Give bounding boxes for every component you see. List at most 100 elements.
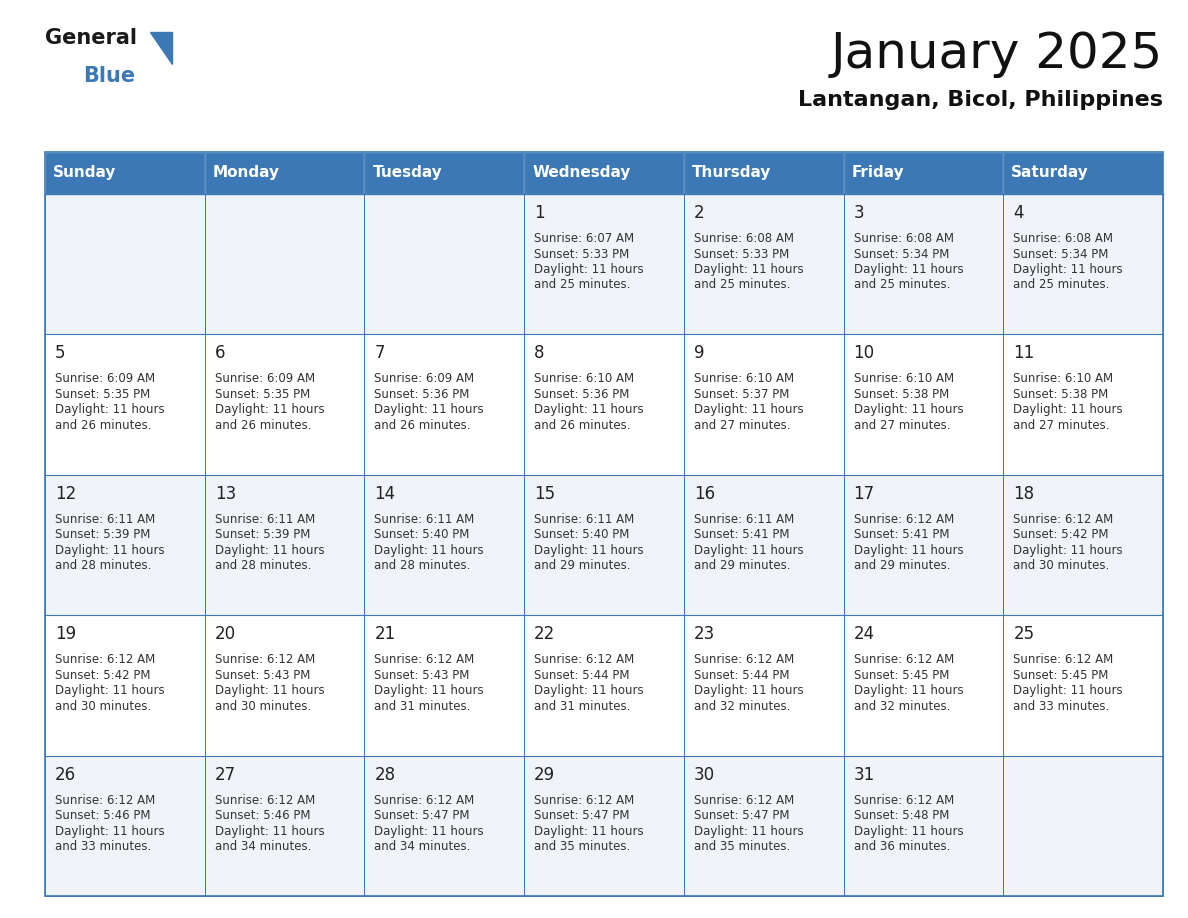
Text: Sunset: 5:33 PM: Sunset: 5:33 PM [694,248,789,261]
Bar [684,194,843,334]
Text: Sunrise: 6:11 AM: Sunrise: 6:11 AM [215,513,315,526]
Bar [524,194,684,334]
Text: Daylight: 11 hours: Daylight: 11 hours [1013,403,1123,417]
Text: Lantangan, Bicol, Philippines: Lantangan, Bicol, Philippines [798,90,1163,110]
Text: and 27 minutes.: and 27 minutes. [694,419,790,431]
Text: Sunrise: 6:12 AM: Sunrise: 6:12 AM [853,654,954,666]
Text: Daylight: 11 hours: Daylight: 11 hours [694,543,803,557]
Text: Daylight: 11 hours: Daylight: 11 hours [215,543,324,557]
Text: Sunset: 5:36 PM: Sunset: 5:36 PM [535,388,630,401]
Text: Daylight: 11 hours: Daylight: 11 hours [55,684,165,697]
Bar [1004,756,1163,896]
Bar [1004,615,1163,756]
Text: Daylight: 11 hours: Daylight: 11 hours [55,824,165,837]
Text: Sunrise: 6:11 AM: Sunrise: 6:11 AM [535,513,634,526]
Bar [524,334,684,475]
Text: 11: 11 [1013,344,1035,363]
Bar [684,152,843,194]
Text: and 29 minutes.: and 29 minutes. [853,559,950,572]
Bar [45,615,204,756]
Text: and 32 minutes.: and 32 minutes. [853,700,950,712]
Text: and 27 minutes.: and 27 minutes. [853,419,950,431]
Bar [843,152,1004,194]
Text: 22: 22 [535,625,556,644]
Bar [684,475,843,615]
Bar [524,615,684,756]
Bar [684,756,843,896]
Text: 7: 7 [374,344,385,363]
Text: 30: 30 [694,766,715,784]
Text: Sunset: 5:41 PM: Sunset: 5:41 PM [694,528,789,542]
Text: Sunset: 5:34 PM: Sunset: 5:34 PM [1013,248,1108,261]
Text: Sunrise: 6:08 AM: Sunrise: 6:08 AM [853,232,954,245]
Text: and 25 minutes.: and 25 minutes. [694,278,790,292]
Text: Sunset: 5:43 PM: Sunset: 5:43 PM [215,668,310,682]
Text: Sunday: Sunday [53,165,116,181]
Text: and 29 minutes.: and 29 minutes. [694,559,790,572]
Text: 18: 18 [1013,485,1035,503]
Text: Sunrise: 6:12 AM: Sunrise: 6:12 AM [535,793,634,807]
Text: and 34 minutes.: and 34 minutes. [374,840,470,853]
Text: Sunrise: 6:12 AM: Sunrise: 6:12 AM [1013,654,1113,666]
Text: Sunrise: 6:11 AM: Sunrise: 6:11 AM [374,513,475,526]
Text: and 30 minutes.: and 30 minutes. [55,700,151,712]
Text: Friday: Friday [852,165,904,181]
Bar [684,615,843,756]
Text: Daylight: 11 hours: Daylight: 11 hours [853,263,963,276]
Text: 9: 9 [694,344,704,363]
Text: Sunrise: 6:10 AM: Sunrise: 6:10 AM [1013,373,1113,386]
Text: and 26 minutes.: and 26 minutes. [535,419,631,431]
Text: Sunrise: 6:10 AM: Sunrise: 6:10 AM [853,373,954,386]
Text: 27: 27 [215,766,236,784]
Text: and 27 minutes.: and 27 minutes. [1013,419,1110,431]
Text: 19: 19 [55,625,76,644]
Text: Sunset: 5:35 PM: Sunset: 5:35 PM [55,388,150,401]
Text: Sunset: 5:45 PM: Sunset: 5:45 PM [1013,668,1108,682]
Text: Sunrise: 6:12 AM: Sunrise: 6:12 AM [374,654,475,666]
Text: Sunrise: 6:08 AM: Sunrise: 6:08 AM [1013,232,1113,245]
Text: Sunrise: 6:12 AM: Sunrise: 6:12 AM [1013,513,1113,526]
Text: Daylight: 11 hours: Daylight: 11 hours [535,403,644,417]
Text: 2: 2 [694,204,704,222]
Text: 14: 14 [374,485,396,503]
Text: 20: 20 [215,625,236,644]
Text: Blue: Blue [83,66,135,86]
Text: Sunset: 5:33 PM: Sunset: 5:33 PM [535,248,630,261]
Text: 10: 10 [853,344,874,363]
Text: and 28 minutes.: and 28 minutes. [55,559,151,572]
Text: Daylight: 11 hours: Daylight: 11 hours [694,684,803,697]
Text: and 25 minutes.: and 25 minutes. [1013,278,1110,292]
Text: Daylight: 11 hours: Daylight: 11 hours [374,403,484,417]
Bar [843,475,1004,615]
Text: and 26 minutes.: and 26 minutes. [374,419,470,431]
Text: Sunset: 5:46 PM: Sunset: 5:46 PM [55,809,151,823]
Text: Sunset: 5:38 PM: Sunset: 5:38 PM [1013,388,1108,401]
Text: Sunset: 5:47 PM: Sunset: 5:47 PM [535,809,630,823]
Text: 5: 5 [55,344,65,363]
Bar [204,152,365,194]
Text: 8: 8 [535,344,544,363]
Text: Sunset: 5:36 PM: Sunset: 5:36 PM [374,388,469,401]
Text: Daylight: 11 hours: Daylight: 11 hours [1013,543,1123,557]
Text: Sunrise: 6:10 AM: Sunrise: 6:10 AM [535,373,634,386]
Text: Daylight: 11 hours: Daylight: 11 hours [1013,684,1123,697]
Text: Sunset: 5:41 PM: Sunset: 5:41 PM [853,528,949,542]
Text: 23: 23 [694,625,715,644]
Text: and 33 minutes.: and 33 minutes. [55,840,151,853]
Bar [365,152,524,194]
Text: and 36 minutes.: and 36 minutes. [853,840,950,853]
Text: 17: 17 [853,485,874,503]
Text: Sunset: 5:42 PM: Sunset: 5:42 PM [55,668,151,682]
Text: Sunset: 5:47 PM: Sunset: 5:47 PM [374,809,470,823]
Text: Daylight: 11 hours: Daylight: 11 hours [694,824,803,837]
Text: Sunrise: 6:09 AM: Sunrise: 6:09 AM [215,373,315,386]
Text: and 31 minutes.: and 31 minutes. [374,700,470,712]
Text: 25: 25 [1013,625,1035,644]
Text: Sunrise: 6:09 AM: Sunrise: 6:09 AM [55,373,156,386]
Text: and 34 minutes.: and 34 minutes. [215,840,311,853]
Text: Daylight: 11 hours: Daylight: 11 hours [215,684,324,697]
Text: Sunrise: 6:12 AM: Sunrise: 6:12 AM [694,654,794,666]
Text: Tuesday: Tuesday [372,165,442,181]
Text: Sunrise: 6:09 AM: Sunrise: 6:09 AM [374,373,474,386]
Text: Sunrise: 6:12 AM: Sunrise: 6:12 AM [853,793,954,807]
